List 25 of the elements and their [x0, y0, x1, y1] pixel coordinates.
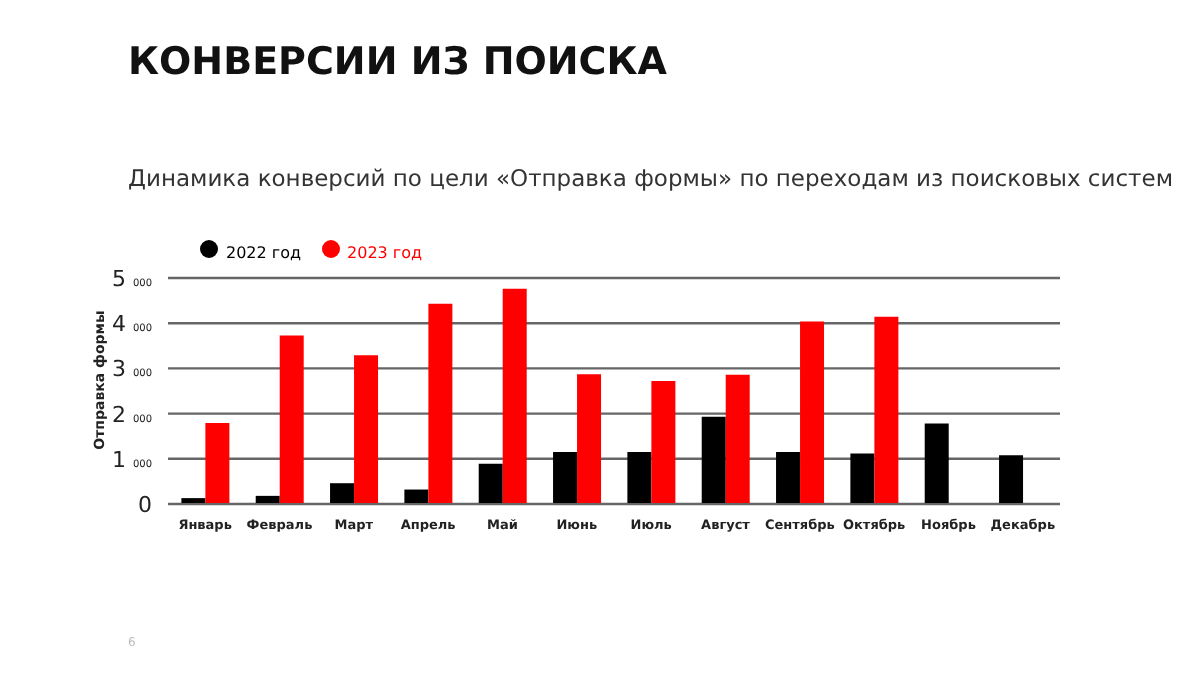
bar	[627, 452, 652, 504]
y-tick-label: 0	[138, 492, 152, 518]
chart-title: КОНВЕРСИИ ИЗ ПОИСКА	[128, 40, 667, 84]
bar	[850, 453, 875, 504]
bar	[999, 455, 1024, 504]
bar	[428, 303, 453, 504]
bar	[330, 483, 355, 504]
bar	[478, 463, 503, 504]
bar	[701, 416, 726, 504]
bar	[404, 489, 429, 504]
bar	[776, 452, 801, 504]
bar	[354, 355, 379, 504]
bar	[874, 316, 899, 504]
bar	[725, 374, 750, 504]
bar	[651, 381, 676, 504]
bar	[279, 335, 304, 504]
bar	[502, 288, 527, 504]
bar	[800, 321, 825, 504]
legend-label: 2023 год	[347, 244, 423, 262]
bar	[205, 423, 230, 504]
bar	[924, 423, 949, 504]
chart-subtitle: Динамика конверсий по цели «Отправка формы» по переходам из поисковых систем	[128, 164, 1174, 192]
legend-label: 2022 год	[226, 244, 302, 262]
bar	[577, 374, 602, 504]
bar	[553, 452, 578, 504]
